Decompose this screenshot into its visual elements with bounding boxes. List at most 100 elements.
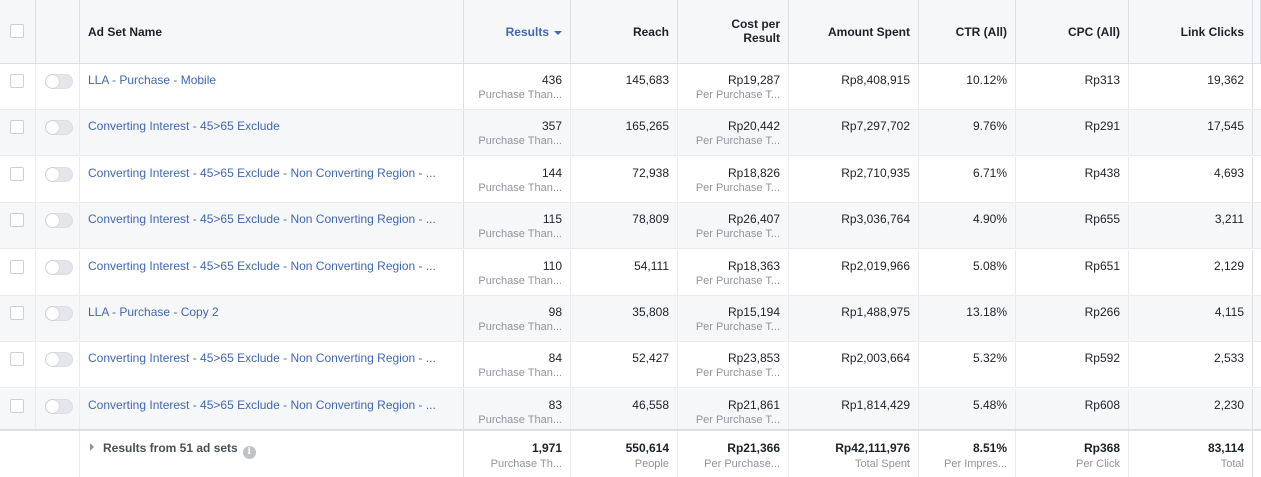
row-cost-per-result-cell: Rp26,407 Per Purchase T... <box>678 203 789 249</box>
row-toggle-cell <box>36 342 80 388</box>
ad-set-status-toggle[interactable] <box>45 74 73 89</box>
row-checkbox[interactable] <box>10 120 24 135</box>
cpr-value: Rp20,442 <box>727 119 780 134</box>
amount-value: Rp7,297,702 <box>841 119 910 134</box>
table-row[interactable]: Converting Interest - 45>65 Exclude 357 … <box>0 110 1261 157</box>
table-row[interactable]: Converting Interest - 45>65 Exclude - No… <box>0 388 1261 435</box>
row-amount-cell: Rp2,003,664 <box>789 342 919 388</box>
link-clicks-value: 19,362 <box>1207 73 1244 87</box>
table-row[interactable]: Converting Interest - 45>65 Exclude - No… <box>0 203 1261 250</box>
row-checkbox[interactable] <box>10 352 24 367</box>
ad-set-name-link[interactable]: Converting Interest - 45>65 Exclude - No… <box>88 351 436 366</box>
row-checkbox[interactable] <box>10 306 24 320</box>
header-results[interactable]: Results <box>464 0 571 63</box>
table-row[interactable]: Converting Interest - 45>65 Exclude - No… <box>0 342 1261 389</box>
ad-set-name-link[interactable]: Converting Interest - 45>65 Exclude - No… <box>88 397 436 412</box>
link-clicks-value: 4,115 <box>1214 305 1244 319</box>
ad-set-status-toggle[interactable] <box>45 120 73 136</box>
row-checkbox[interactable] <box>10 166 24 181</box>
row-link-clicks-cell: 4,693 <box>1129 156 1253 202</box>
footer-amount-value: Rp42,111,976 <box>835 441 910 455</box>
row-checkbox[interactable] <box>10 213 24 228</box>
footer-reach-value: 550,614 <box>625 441 669 455</box>
select-all-checkbox[interactable] <box>10 24 24 38</box>
header-reach[interactable]: Reach <box>571 0 678 63</box>
results-sub: Purchase Than... <box>478 89 562 101</box>
ad-set-status-toggle[interactable] <box>45 213 73 229</box>
ad-set-status-toggle[interactable] <box>45 166 73 182</box>
header-ad-set-name[interactable]: Ad Set Name <box>80 0 464 63</box>
header-ctr[interactable]: CTR (All) <box>919 0 1016 63</box>
ad-set-name-link[interactable]: LLA - Purchase - Copy 2 <box>88 305 219 319</box>
footer-ctr-sub: Per Impres... <box>944 458 1007 470</box>
row-checkbox[interactable] <box>10 74 24 88</box>
header-cost-per-result-label: Cost per Result <box>731 17 780 45</box>
header-cost-per-result[interactable]: Cost per Result <box>678 0 789 63</box>
cpr-sub: Per Purchase T... <box>695 321 780 333</box>
row-filler <box>1253 342 1261 387</box>
ad-set-status-toggle[interactable] <box>45 352 73 368</box>
ctr-value: 6.71% <box>972 165 1007 180</box>
ctr-value: 4.90% <box>972 212 1007 227</box>
ad-set-name-link[interactable]: Converting Interest - 45>65 Exclude - No… <box>88 165 436 180</box>
footer-cpc-sub: Per Click <box>1075 458 1120 470</box>
link-clicks-value: 2,230 <box>1213 397 1244 412</box>
ad-set-status-toggle[interactable] <box>45 259 73 275</box>
footer-cost-per-result: Rp21,366 Per Purchase... <box>678 431 789 477</box>
ad-set-name-link[interactable]: Converting Interest - 45>65 Exclude <box>88 119 280 134</box>
row-name-cell: LLA - Purchase - Copy 2 <box>80 296 464 341</box>
cpr-sub: Per Purchase T... <box>695 181 780 194</box>
row-checkbox[interactable] <box>10 259 24 274</box>
table-row[interactable]: Converting Interest - 45>65 Exclude - No… <box>0 156 1261 203</box>
ad-set-status-toggle[interactable] <box>45 398 73 414</box>
table-row[interactable]: Converting Interest - 45>65 Exclude - No… <box>0 249 1261 296</box>
table-row[interactable]: LLA - Purchase - Copy 2 98 Purchase Than… <box>0 296 1261 342</box>
row-amount-cell: Rp2,710,935 <box>789 156 919 202</box>
footer-toggle-cell <box>36 431 80 477</box>
footer-link-clicks-value: 83,114 <box>1207 441 1244 455</box>
results-summary-label[interactable]: Results from 51 ad sets i <box>90 441 256 459</box>
row-results-cell: 144 Purchase Than... <box>464 156 571 202</box>
cpr-value: Rp18,826 <box>727 165 780 180</box>
footer-filler <box>1253 431 1261 477</box>
footer-select-cell <box>0 431 36 477</box>
row-link-clicks-cell: 2,533 <box>1129 342 1253 388</box>
cpr-sub: Per Purchase T... <box>695 89 780 101</box>
table-row[interactable]: LLA - Purchase - Mobile 436 Purchase Tha… <box>0 64 1261 110</box>
table-footer-summary: Results from 51 ad sets i 1,971 Purchase … <box>0 429 1261 477</box>
reach-value: 52,427 <box>632 351 669 366</box>
ad-set-name-link[interactable]: Converting Interest - 45>65 Exclude - No… <box>88 212 436 227</box>
row-checkbox[interactable] <box>10 398 24 413</box>
row-cost-per-result-cell: Rp19,287 Per Purchase T... <box>678 64 789 109</box>
cpc-value: Rp438 <box>1084 165 1120 180</box>
footer-link-clicks: 83,114 Total <box>1129 431 1253 477</box>
row-results-cell: 84 Purchase Than... <box>464 342 571 388</box>
header-toggle-cell <box>36 0 80 63</box>
ctr-value: 5.32% <box>972 351 1007 366</box>
row-name-cell: Converting Interest - 45>65 Exclude - No… <box>80 388 464 434</box>
results-value: 436 <box>541 73 562 87</box>
footer-label-cell[interactable]: Results from 51 ad sets i <box>80 431 464 477</box>
cpr-value: Rp21,861 <box>727 397 780 412</box>
footer-results-sub: Purchase Th... <box>490 458 562 470</box>
ad-set-name-link[interactable]: Converting Interest - 45>65 Exclude - No… <box>88 258 436 273</box>
row-amount-cell: Rp8,408,915 <box>789 64 919 109</box>
row-amount-cell: Rp1,814,429 <box>789 388 919 434</box>
caret-down-icon <box>554 30 562 35</box>
ad-set-status-toggle[interactable] <box>45 306 73 321</box>
cpr-sub: Per Purchase T... <box>695 274 780 287</box>
ctr-value: 13.18% <box>966 305 1007 319</box>
header-amount-spent[interactable]: Amount Spent <box>789 0 919 63</box>
toggle-knob <box>46 260 59 274</box>
results-sub: Purchase Than... <box>478 228 562 241</box>
ctr-value: 5.08% <box>972 258 1007 273</box>
header-link-clicks[interactable]: Link Clicks <box>1129 0 1253 63</box>
header-cpc[interactable]: CPC (All) <box>1016 0 1129 63</box>
row-name-cell: Converting Interest - 45>65 Exclude - No… <box>80 342 464 388</box>
results-sub: Purchase Than... <box>478 274 562 287</box>
ad-set-name-link[interactable]: LLA - Purchase - Mobile <box>88 73 217 87</box>
row-results-cell: 357 Purchase Than... <box>464 110 571 156</box>
info-icon[interactable]: i <box>242 446 256 459</box>
cpc-value: Rp313 <box>1084 73 1120 87</box>
